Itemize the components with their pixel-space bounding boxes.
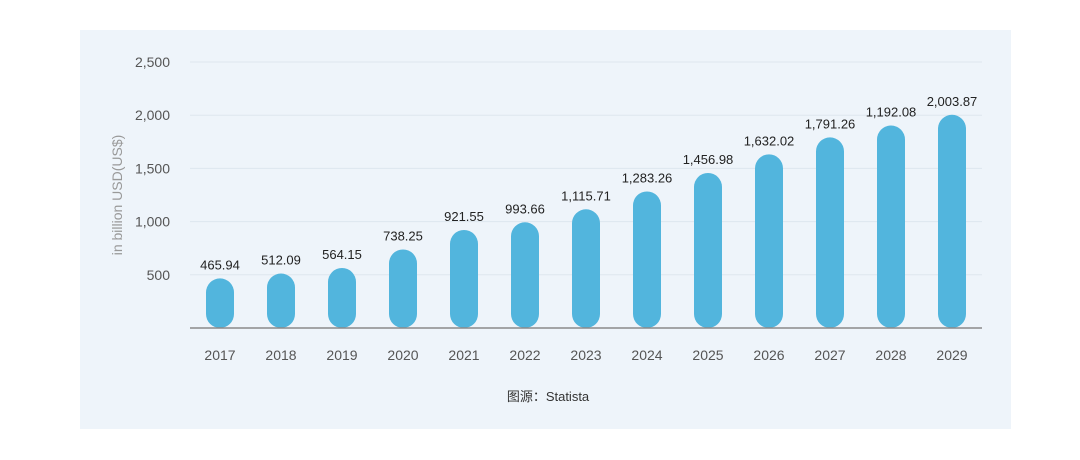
bar xyxy=(389,249,417,328)
x-tick-label: 2025 xyxy=(692,347,723,363)
y-tick-label: 1,000 xyxy=(135,214,170,230)
chart-panel: 465.94 512.09 564.15 738.25 921.55 993.66 1,11… xyxy=(80,30,1011,429)
y-tick-label: 2,000 xyxy=(135,107,170,123)
x-tick-label: 2019 xyxy=(326,347,357,363)
bar-value-label: 921.55 xyxy=(444,209,484,224)
bar xyxy=(450,229,478,328)
bar xyxy=(267,273,295,328)
x-tick-label: 2021 xyxy=(448,347,479,363)
x-tick-label: 2027 xyxy=(814,347,845,363)
x-axis-ticks: 2017 2018 2019 2020 2021 2022 2023 2024 2025 2026… xyxy=(204,347,967,363)
x-tick-label: 2020 xyxy=(387,347,418,363)
bar-value-label: 2,003.87 xyxy=(927,94,978,109)
y-axis-ticks: 500 1,000 1,500 2,000 2,500 xyxy=(135,54,170,283)
bar-value-label: 738.25 xyxy=(383,228,423,243)
x-tick-label: 2017 xyxy=(204,347,235,363)
x-tick-label: 2018 xyxy=(265,347,296,363)
bar-value-label: 1,456.98 xyxy=(683,152,734,167)
bar xyxy=(328,267,356,328)
bar-value-label: 1,283.26 xyxy=(622,170,673,185)
y-tick-label: 500 xyxy=(147,267,171,283)
x-tick-label: 2028 xyxy=(875,347,906,363)
x-tick-label: 2029 xyxy=(936,347,967,363)
bar-value-label: 993.66 xyxy=(505,201,545,216)
gridlines xyxy=(190,61,982,276)
bar xyxy=(816,137,844,328)
bar-value-label: 1,192.08 xyxy=(866,105,917,120)
y-tick-label: 2,500 xyxy=(135,54,170,70)
bar xyxy=(755,154,783,328)
x-tick-label: 2023 xyxy=(570,347,601,363)
bar-value-label: 1,115.71 xyxy=(561,188,611,203)
bar xyxy=(206,278,234,328)
bar xyxy=(938,114,966,328)
bar-value-label: 1,791.26 xyxy=(805,116,856,131)
y-tick-label: 1,500 xyxy=(135,160,170,176)
bar xyxy=(694,172,722,328)
source-caption: 图源：Statista xyxy=(507,389,590,404)
x-tick-label: 2024 xyxy=(631,347,662,363)
bar xyxy=(877,125,905,328)
y-axis-title: in billion USD(US$) xyxy=(109,135,125,256)
value-labels: 465.94 512.09 564.15 738.25 921.55 993.66 1,11… xyxy=(200,94,977,273)
x-tick-label: 2022 xyxy=(509,347,540,363)
bar-chart: 465.94 512.09 564.15 738.25 921.55 993.66 1,11… xyxy=(109,54,982,404)
bar-value-label: 1,632.02 xyxy=(744,133,795,148)
bar xyxy=(633,191,661,328)
bar-value-label: 512.09 xyxy=(261,253,301,268)
bar xyxy=(511,222,539,328)
bar-value-label: 465.94 xyxy=(200,257,240,272)
x-tick-label: 2026 xyxy=(753,347,784,363)
bars xyxy=(206,114,966,328)
bar-value-label: 564.15 xyxy=(322,247,362,262)
bar xyxy=(572,209,600,328)
